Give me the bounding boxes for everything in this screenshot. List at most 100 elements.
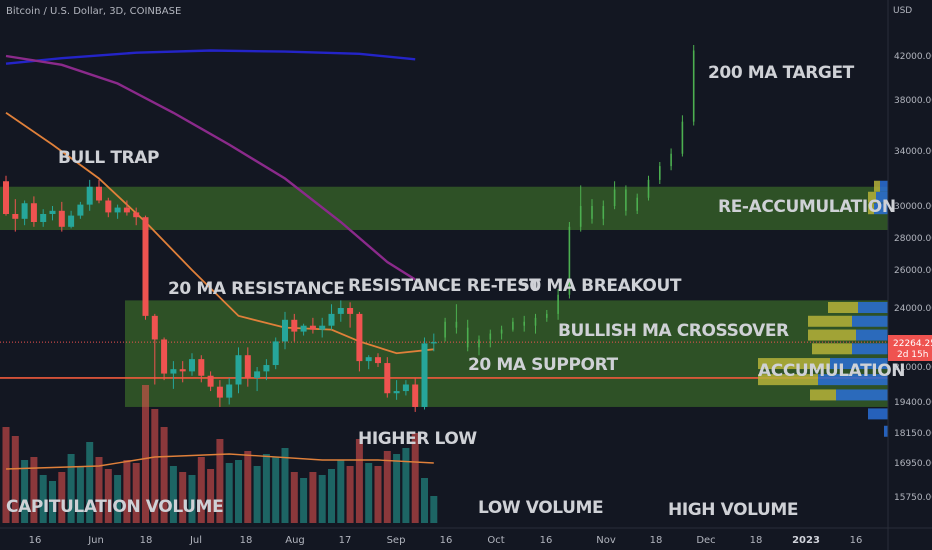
volume-bar xyxy=(11,436,19,523)
price-tick-label: 28000.00 xyxy=(894,234,932,244)
high-volume-label: HIGH VOLUME xyxy=(668,500,798,520)
candle xyxy=(347,308,354,314)
projection-candle xyxy=(489,333,492,340)
volume-bar xyxy=(318,475,326,523)
candle xyxy=(161,339,168,374)
time-tick-label: 18 xyxy=(240,535,253,546)
bull-trap-label: BULL TRAP xyxy=(58,148,159,168)
candle xyxy=(300,325,307,332)
candle xyxy=(179,369,186,372)
moving-average-layer xyxy=(5,49,434,355)
volume-bar xyxy=(281,448,289,523)
volume-bar xyxy=(95,457,103,523)
candle xyxy=(77,204,84,216)
projection-candle xyxy=(523,321,525,326)
candle xyxy=(375,357,381,364)
candle xyxy=(142,217,149,316)
volume-bar xyxy=(39,475,47,523)
volume-bar xyxy=(272,457,280,523)
volume-profile-down xyxy=(828,302,858,313)
volume-average-line xyxy=(5,453,434,470)
candle xyxy=(235,355,242,385)
price-tick-label: 24000.00 xyxy=(894,304,932,314)
zones-layer xyxy=(0,186,888,407)
time-tick-label: Dec xyxy=(696,535,715,546)
volume-profile-up xyxy=(884,425,888,437)
candle xyxy=(198,359,205,376)
volume-bar xyxy=(374,466,382,523)
price-tick-label: 42000.00 xyxy=(894,52,932,62)
volume-bar xyxy=(337,460,345,523)
candle xyxy=(216,386,223,398)
volume-bar xyxy=(383,451,391,523)
volume-bar xyxy=(402,448,410,523)
candle xyxy=(244,355,251,378)
candle xyxy=(254,371,261,378)
volume-profile-down xyxy=(808,329,856,341)
candle xyxy=(430,342,437,344)
volume-bar xyxy=(290,472,298,523)
twenty-ma-support-label: 20 MA SUPPORT xyxy=(468,355,619,375)
candle xyxy=(68,215,75,227)
volume-profile-down xyxy=(808,315,852,327)
candle xyxy=(402,384,409,392)
volume-bar xyxy=(30,457,38,523)
last-price-badge xyxy=(888,335,932,361)
candle xyxy=(226,384,233,398)
volume-bar xyxy=(346,466,354,523)
ma200-line xyxy=(5,49,416,65)
resistance-retest-label: RESISTANCE RE-TEST xyxy=(348,276,541,296)
volume-bar xyxy=(114,475,122,523)
time-tick-label: Sep xyxy=(387,535,406,546)
volume-bar xyxy=(151,409,159,523)
projection-candle xyxy=(613,189,616,206)
candle xyxy=(282,319,288,342)
projection-candle xyxy=(568,226,571,295)
price-tick-label: 18150.00 xyxy=(894,429,932,439)
volume-layer xyxy=(2,385,438,523)
ma20-line xyxy=(5,112,434,355)
volume-profile-layer xyxy=(758,180,888,437)
volume-bar xyxy=(58,472,66,523)
volume-bar xyxy=(123,460,131,523)
price-tick-label: 16950.00 xyxy=(894,459,932,469)
candle xyxy=(309,325,316,330)
projection-candle xyxy=(512,321,514,330)
volume-bar xyxy=(179,472,187,523)
volume-profile-down xyxy=(758,374,818,386)
volume-bar xyxy=(188,475,196,523)
candle xyxy=(3,181,9,214)
projection-candle xyxy=(466,327,469,348)
volume-bar xyxy=(262,454,270,523)
projection-candle xyxy=(557,294,559,314)
volume-profile-down xyxy=(868,203,874,215)
projection-candle xyxy=(659,166,661,180)
projection-candle xyxy=(647,179,650,198)
volume-bar xyxy=(2,427,10,523)
volume-bar xyxy=(169,466,177,523)
volume-bar xyxy=(49,481,56,523)
price-tick-label: 30000.00 xyxy=(894,202,932,212)
last-price-marker: 22264.25 2d 15h xyxy=(888,335,932,361)
price-tick-label: 34000.00 xyxy=(894,147,932,157)
accumulation-label: ACCUMULATION xyxy=(758,361,905,381)
volume-profile-down xyxy=(758,358,830,370)
projection-candle xyxy=(591,206,593,219)
projection-candle xyxy=(478,339,480,348)
projection-candle xyxy=(625,189,627,211)
candle xyxy=(337,308,344,314)
volume-bar xyxy=(328,469,335,523)
time-tick-label: 18 xyxy=(750,535,763,546)
candle xyxy=(49,210,56,214)
last-price-countdown: 2d 15h xyxy=(897,350,928,360)
candle xyxy=(123,207,130,213)
volume-profile-up xyxy=(876,191,888,203)
candle xyxy=(356,313,363,362)
volume-profile-up xyxy=(868,408,888,420)
price-tick-label: 19400.00 xyxy=(894,398,932,408)
candle xyxy=(133,212,140,218)
candles-layer[interactable] xyxy=(3,45,695,412)
bullish-ma-crossover-label: BULLISH MA CROSSOVER xyxy=(558,321,789,341)
